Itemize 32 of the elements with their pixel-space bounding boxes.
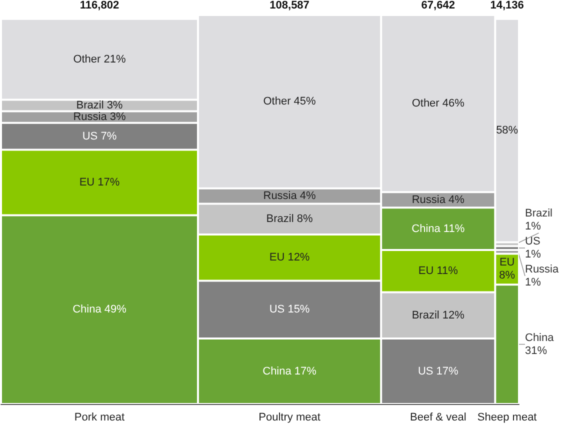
data-label: Russia 1%: [525, 264, 560, 288]
text: 108,587: [270, 0, 310, 12]
text: 67,642: [421, 0, 455, 12]
x-tick-label: Beef & veal: [410, 412, 466, 424]
data-label: Brazil 1%: [525, 208, 553, 233]
data-label: US 1%: [525, 236, 542, 261]
data-label: Other 21%: [73, 53, 126, 66]
data-label: US 17%: [418, 365, 459, 378]
data-label: Russia 4%: [263, 190, 316, 202]
data-label: US 15%: [269, 304, 310, 316]
data-label: China 11%: [412, 222, 465, 235]
data-label: US 7%: [82, 130, 117, 142]
data-label: China 49%: [72, 304, 127, 316]
data-label: Other 46%: [412, 98, 465, 110]
data-label: EU 17%: [79, 176, 120, 189]
x-tick-label: Pork meat: [74, 412, 125, 424]
x-tick-label: Poultry meat: [258, 412, 320, 424]
data-label: EU 11%: [418, 265, 458, 278]
data-label: EU 8%: [499, 256, 516, 282]
text: 116,802: [80, 0, 120, 12]
data-label: Brazil 3%: [76, 100, 123, 112]
data-label: Brazil 8%: [266, 213, 313, 226]
text: 14,136: [490, 0, 524, 12]
data-label: 58%: [496, 124, 518, 137]
data-label: Other 45%: [263, 96, 316, 108]
data-label: China 31%: [525, 332, 555, 357]
data-label: Brazil 12%: [412, 309, 465, 322]
x-tick-label: Sheep meat: [477, 412, 537, 424]
data-label: China 17%: [262, 365, 317, 378]
data-label: Russia 3%: [73, 111, 126, 124]
data-label: EU 12%: [269, 252, 310, 264]
data-label: Russia 4%: [412, 194, 465, 206]
